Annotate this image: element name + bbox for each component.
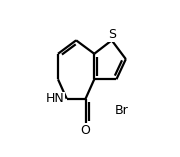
Text: HN: HN [46, 92, 65, 105]
Text: Br: Br [115, 104, 129, 117]
Text: O: O [81, 124, 91, 137]
Text: S: S [108, 28, 116, 41]
